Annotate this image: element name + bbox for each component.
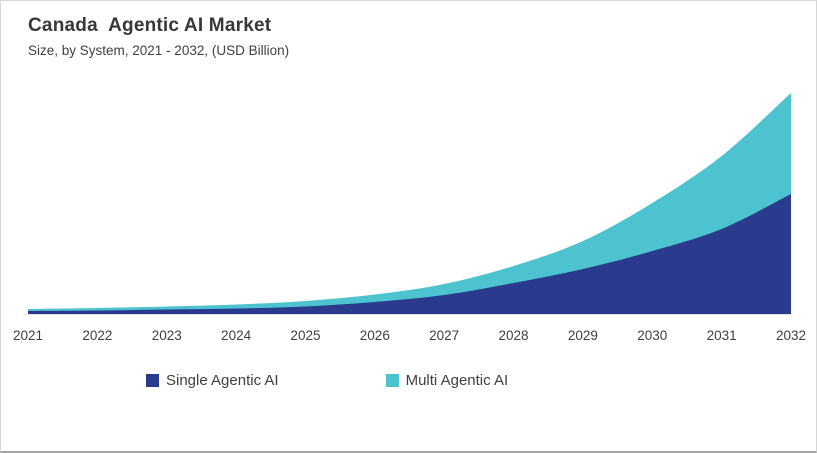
legend-item-single-agentic-ai: Single Agentic AI <box>146 372 279 389</box>
legend-swatch-icon <box>385 374 399 387</box>
legend-label: Single Agentic AI <box>166 372 279 389</box>
x-tick-label: 2028 <box>498 328 529 343</box>
single-agentic-ai-area <box>28 194 791 314</box>
multi-agentic-ai-area <box>28 93 791 314</box>
x-tick-label: 2026 <box>359 328 390 343</box>
legend-swatch-icon <box>146 374 159 387</box>
x-tick-label: 2024 <box>221 328 252 343</box>
x-tick-label: 2029 <box>567 328 598 343</box>
x-tick-label: 2031 <box>706 328 737 343</box>
x-tick-label: 2032 <box>775 328 807 343</box>
legend-item-multi-agentic-ai: Multi Agentic AI <box>385 372 509 389</box>
x-tick-label: 2030 <box>637 328 668 343</box>
x-tick-label: 2025 <box>290 328 321 343</box>
legend-label: Multi Agentic AI <box>405 372 509 389</box>
chart-subtitle: Size, by System, 2021 - 2032, (USD Billi… <box>28 43 290 58</box>
chart-legend: Single Agentic AI Multi Agentic AI <box>146 372 508 389</box>
x-tick-label: 2021 <box>12 328 44 343</box>
chart-title: Canada Agentic AI Market <box>28 15 272 36</box>
x-tick-label: 2023 <box>151 328 182 343</box>
x-tick-label: 2022 <box>82 328 113 343</box>
x-tick-label: 2027 <box>429 328 460 343</box>
